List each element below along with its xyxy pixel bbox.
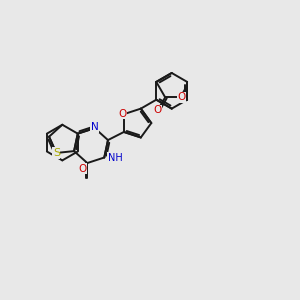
Text: S: S [53, 148, 60, 158]
Text: O: O [118, 109, 127, 118]
Text: O: O [79, 164, 87, 174]
Text: O: O [178, 92, 186, 102]
Text: O: O [154, 106, 162, 116]
Text: NH: NH [108, 152, 123, 163]
Text: N: N [91, 122, 99, 132]
